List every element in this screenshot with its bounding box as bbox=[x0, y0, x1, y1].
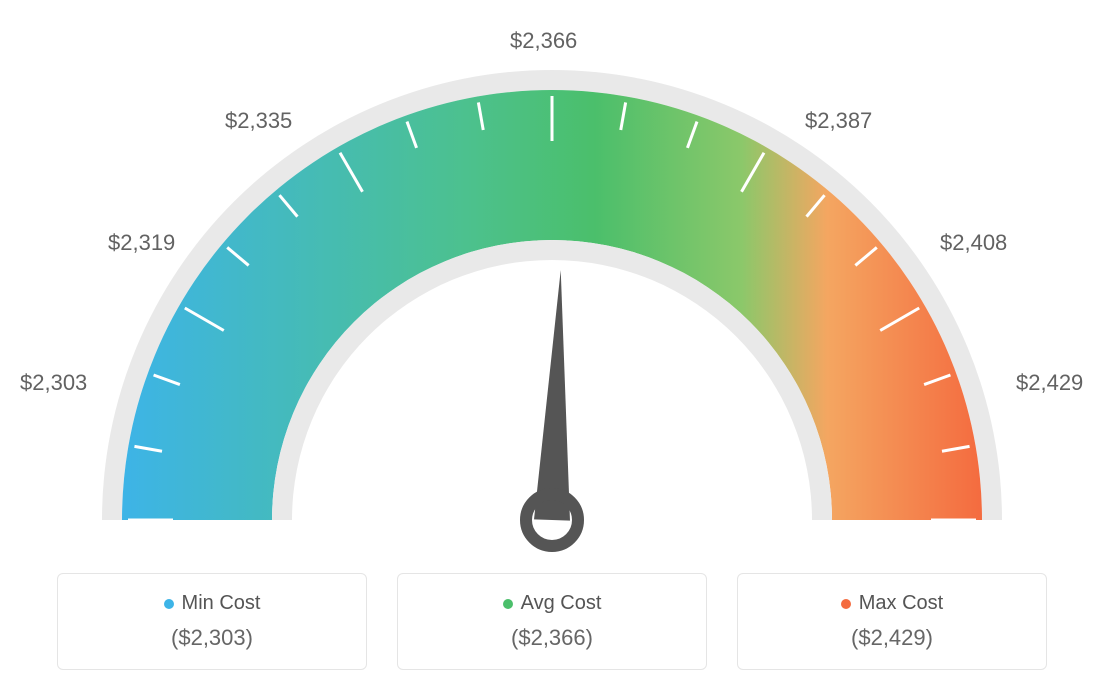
legend-min-cost: Min Cost ($2,303) bbox=[57, 573, 367, 670]
legend-label: Min Cost bbox=[182, 592, 261, 615]
legend-max-value: ($2,429) bbox=[738, 625, 1046, 651]
tick-label: $2,335 bbox=[225, 108, 292, 134]
tick-label: $2,408 bbox=[940, 230, 1007, 256]
legend-label: Max Cost bbox=[859, 592, 943, 615]
dot-icon bbox=[164, 599, 174, 609]
legend-avg-cost: Avg Cost ($2,366) bbox=[397, 573, 707, 670]
legend-avg-value: ($2,366) bbox=[398, 625, 706, 651]
legend-row: Min Cost ($2,303) Avg Cost ($2,366) Max … bbox=[0, 573, 1104, 670]
tick-label: $2,319 bbox=[108, 230, 175, 256]
legend-max-title: Max Cost bbox=[738, 592, 1046, 615]
gauge-chart: $2,303 $2,319 $2,335 $2,366 $2,387 $2,40… bbox=[0, 0, 1104, 550]
gauge-svg bbox=[52, 30, 1052, 570]
legend-max-cost: Max Cost ($2,429) bbox=[737, 573, 1047, 670]
legend-min-title: Min Cost bbox=[58, 592, 366, 615]
tick-label: $2,387 bbox=[805, 108, 872, 134]
legend-avg-title: Avg Cost bbox=[398, 592, 706, 615]
legend-label: Avg Cost bbox=[521, 592, 602, 615]
dot-icon bbox=[503, 599, 513, 609]
legend-min-value: ($2,303) bbox=[58, 625, 366, 651]
tick-label: $2,303 bbox=[20, 370, 87, 396]
dot-icon bbox=[841, 599, 851, 609]
tick-label: $2,366 bbox=[510, 28, 577, 54]
tick-label: $2,429 bbox=[1016, 370, 1083, 396]
